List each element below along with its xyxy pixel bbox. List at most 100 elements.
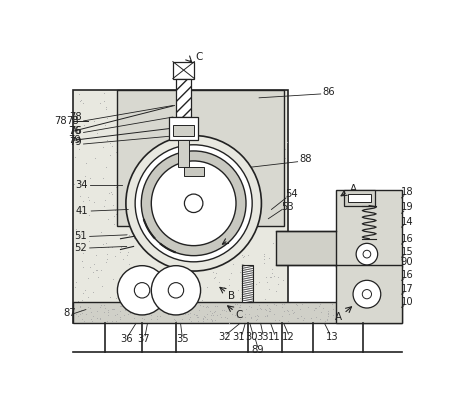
Point xyxy=(375,201,382,207)
Point xyxy=(148,182,156,188)
Point xyxy=(214,143,221,150)
Point xyxy=(262,186,269,192)
Point xyxy=(108,191,116,197)
Point xyxy=(215,258,223,265)
Point xyxy=(126,310,134,316)
Point xyxy=(360,249,368,256)
Point xyxy=(321,235,328,242)
Point xyxy=(260,251,267,258)
Point xyxy=(241,297,248,303)
Point xyxy=(273,190,280,196)
Point xyxy=(179,308,186,314)
Point xyxy=(158,94,166,101)
Point xyxy=(376,310,383,316)
Point xyxy=(360,267,367,273)
Point xyxy=(275,316,283,323)
Point xyxy=(192,157,199,164)
Point xyxy=(272,212,279,219)
Point xyxy=(374,278,381,285)
Point xyxy=(316,303,323,309)
Point xyxy=(188,208,195,215)
Point xyxy=(373,236,380,242)
Point xyxy=(254,306,261,313)
Point xyxy=(315,237,322,244)
Point xyxy=(161,318,168,324)
Point xyxy=(216,311,224,317)
Point xyxy=(352,310,359,316)
Point xyxy=(181,306,188,313)
Point xyxy=(119,114,126,120)
Point xyxy=(241,301,248,308)
Point xyxy=(217,239,224,245)
Point xyxy=(346,264,354,271)
Point xyxy=(248,314,255,321)
Point xyxy=(376,312,383,319)
Point xyxy=(182,164,190,170)
Point xyxy=(277,133,285,140)
Point xyxy=(320,259,328,266)
Point xyxy=(104,137,111,144)
Point xyxy=(222,187,229,193)
Point xyxy=(368,267,376,273)
Point xyxy=(178,216,185,222)
Point xyxy=(117,131,124,138)
Point xyxy=(164,318,171,324)
Point xyxy=(274,159,281,165)
Point xyxy=(357,264,365,271)
Point xyxy=(243,157,251,164)
Point xyxy=(188,94,196,101)
Point xyxy=(102,304,109,311)
Point xyxy=(88,315,95,322)
Point xyxy=(213,303,221,309)
Point xyxy=(164,196,171,203)
Point xyxy=(298,249,305,255)
Point xyxy=(348,223,356,230)
Point xyxy=(278,301,285,307)
Text: 54: 54 xyxy=(285,189,298,199)
Point xyxy=(252,202,260,209)
Point xyxy=(103,251,110,258)
Point xyxy=(263,302,271,308)
Point xyxy=(195,106,202,112)
Point xyxy=(76,303,84,310)
Point xyxy=(343,303,351,310)
Point xyxy=(324,310,331,316)
Circle shape xyxy=(184,194,203,213)
Point xyxy=(365,291,372,297)
Point xyxy=(239,254,247,260)
Point xyxy=(307,315,314,321)
Point xyxy=(346,319,353,325)
Point xyxy=(176,168,183,174)
Point xyxy=(123,300,131,306)
Point xyxy=(174,131,181,137)
Point xyxy=(152,92,159,99)
Point xyxy=(281,312,289,318)
Point xyxy=(387,258,395,264)
Point xyxy=(248,127,255,133)
Point xyxy=(250,129,258,135)
Point xyxy=(130,235,137,241)
Point xyxy=(220,172,227,178)
Point xyxy=(217,314,225,320)
Bar xyxy=(173,125,195,136)
Point xyxy=(187,305,194,312)
Point xyxy=(273,302,280,308)
Point xyxy=(190,302,197,308)
Point xyxy=(342,306,349,313)
Point xyxy=(124,311,132,317)
Point xyxy=(197,111,205,117)
Point xyxy=(311,305,318,312)
Point xyxy=(216,136,224,142)
Point xyxy=(208,242,216,249)
Point xyxy=(207,316,215,322)
Point xyxy=(332,301,340,307)
Point xyxy=(195,300,203,306)
Point xyxy=(278,240,286,246)
Point xyxy=(258,218,266,224)
Point xyxy=(203,176,211,182)
Point xyxy=(386,213,394,220)
Point xyxy=(80,317,87,324)
Point xyxy=(340,238,347,244)
Point xyxy=(106,190,113,196)
Point xyxy=(235,304,243,310)
